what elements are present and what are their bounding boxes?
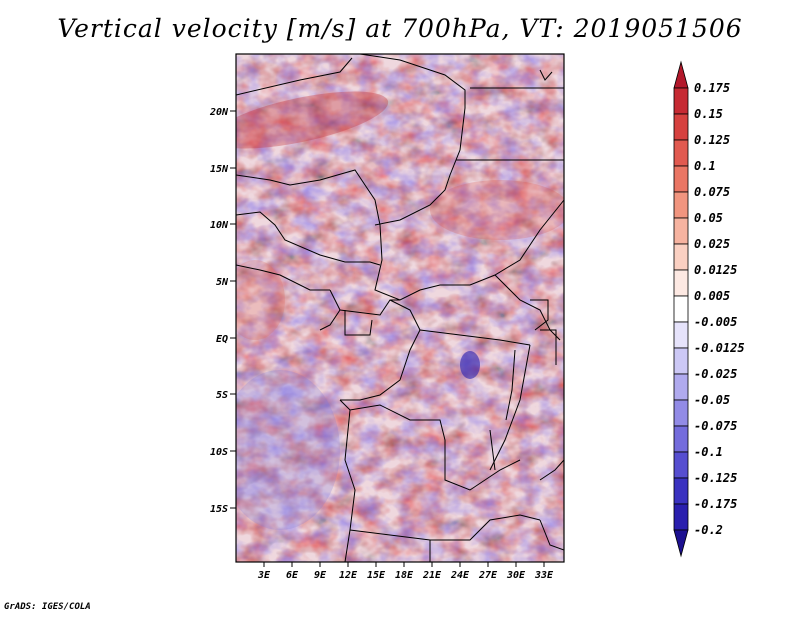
lon-label-27e: 27E bbox=[478, 570, 498, 581]
longitude-ticks bbox=[263, 562, 545, 567]
colorbar-swatch-0 bbox=[673, 87, 689, 115]
lat-label-10n: 10N bbox=[210, 220, 229, 231]
colorbar-label-6: 0.025 bbox=[694, 237, 730, 251]
latitude-ticks bbox=[230, 110, 236, 509]
colorbar-swatch-11 bbox=[673, 373, 689, 401]
colorbar-swatch-6 bbox=[673, 243, 689, 271]
map-frame bbox=[235, 53, 565, 563]
colorbar-swatch-1 bbox=[673, 113, 689, 141]
country-borders bbox=[236, 54, 564, 562]
colorbar-swatch-12 bbox=[673, 399, 689, 427]
lon-label-12e: 12E bbox=[339, 570, 358, 581]
lon-label-6e: 6E bbox=[286, 570, 299, 581]
colorbar-label-15: -0.125 bbox=[694, 471, 737, 485]
colorbar-label-2: 0.125 bbox=[694, 133, 730, 147]
colorbar-swatch-7 bbox=[673, 269, 689, 297]
colorbar-label-4: 0.075 bbox=[694, 185, 730, 199]
lat-label-10s: 10S bbox=[210, 447, 228, 458]
lon-label-33e: 33E bbox=[534, 570, 554, 581]
grads-credit: GrADS: IGES/COLA bbox=[4, 602, 91, 612]
colorbar-swatch-4 bbox=[673, 191, 689, 219]
lat-label-5n: 5N bbox=[216, 277, 229, 288]
colorbar-swatch-14 bbox=[673, 451, 689, 479]
velocity-field bbox=[236, 54, 564, 562]
lon-label-9e: 9E bbox=[314, 570, 327, 581]
colorbar bbox=[673, 60, 689, 558]
colorbar-label-17: -0.2 bbox=[694, 523, 723, 537]
colorbar-label-7: 0.0125 bbox=[694, 263, 737, 277]
lon-label-15e: 15E bbox=[367, 570, 386, 581]
colorbar-label-3: 0.1 bbox=[694, 159, 716, 173]
colorbar-swatch-5 bbox=[673, 217, 689, 245]
lat-label-eq: EQ bbox=[216, 334, 228, 345]
colorbar-label-1: 0.15 bbox=[694, 107, 723, 121]
lat-label-15n: 15N bbox=[210, 164, 229, 175]
colorbar-label-5: 0.05 bbox=[694, 211, 723, 225]
lon-label-18e: 18E bbox=[395, 570, 414, 581]
map-title: Vertical velocity [m/s] at 700hPa, VT: 2… bbox=[57, 14, 743, 43]
colorbar-swatch-13 bbox=[673, 425, 689, 453]
colorbar-label-16: -0.175 bbox=[694, 497, 737, 511]
lat-label-5s: 5S bbox=[216, 390, 228, 401]
colorbar-label-10: -0.0125 bbox=[694, 341, 745, 355]
colorbar-bottom-arrow bbox=[673, 529, 689, 558]
lon-label-21e: 21E bbox=[422, 570, 442, 581]
colorbar-label-12: -0.05 bbox=[694, 393, 730, 407]
colorbar-label-9: -0.005 bbox=[694, 315, 737, 329]
colorbar-label-14: -0.1 bbox=[694, 445, 723, 459]
colorbar-top-arrow bbox=[673, 60, 689, 89]
colorbar-swatch-16 bbox=[673, 503, 689, 531]
colorbar-swatch-3 bbox=[673, 165, 689, 193]
colorbar-swatch-8 bbox=[673, 295, 689, 323]
colorbar-swatch-9 bbox=[673, 321, 689, 349]
colorbar-swatch-15 bbox=[673, 477, 689, 505]
lon-label-30e: 30E bbox=[506, 570, 526, 581]
colorbar-label-0: 0.175 bbox=[694, 81, 730, 95]
lon-label-24e: 24E bbox=[450, 570, 470, 581]
colorbar-swatch-10 bbox=[673, 347, 689, 375]
colorbar-label-8: 0.005 bbox=[694, 289, 730, 303]
lat-label-20n: 20N bbox=[209, 107, 229, 118]
lat-label-15s: 15S bbox=[210, 504, 228, 515]
lon-label-3e: 3E bbox=[257, 570, 271, 581]
colorbar-label-13: -0.075 bbox=[694, 419, 737, 433]
colorbar-label-11: -0.025 bbox=[694, 367, 737, 381]
colorbar-swatch-2 bbox=[673, 139, 689, 167]
